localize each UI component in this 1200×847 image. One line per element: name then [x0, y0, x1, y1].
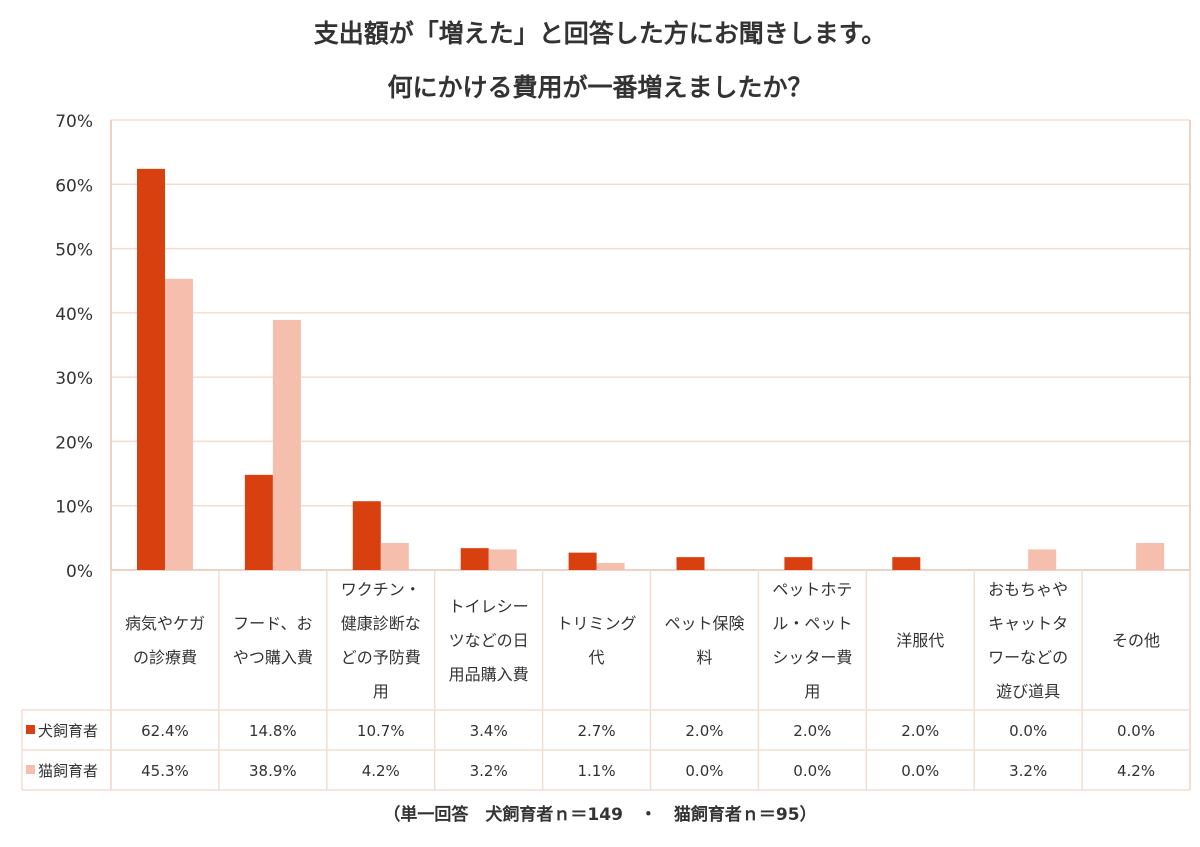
data-label: 3.2% — [470, 762, 508, 780]
bar-dog — [892, 557, 921, 570]
bar-cat — [272, 319, 301, 570]
category-label: おもちゃや — [988, 580, 1068, 599]
bar-dog — [568, 552, 597, 570]
data-label: 45.3% — [141, 762, 189, 780]
data-label: 0.0% — [793, 762, 831, 780]
category-label: 遊び道具 — [996, 682, 1060, 701]
data-label: 1.1% — [577, 762, 615, 780]
footnote: （単一回答 犬飼育者ｎ＝149 ・ 猫飼育者ｎ＝95） — [383, 805, 817, 825]
y-tick-label: 70% — [55, 112, 93, 132]
category-label: トリミング — [557, 614, 637, 633]
category-label: 健康診断な — [341, 614, 421, 633]
bar-dog — [244, 474, 273, 570]
legend-swatch-dog — [26, 725, 35, 734]
bar-cat — [380, 543, 409, 570]
data-label: 14.8% — [249, 722, 297, 740]
data-label: 3.2% — [1009, 762, 1047, 780]
bar-dog — [460, 548, 489, 570]
category-label: その他 — [1112, 631, 1160, 650]
category-label: 代 — [589, 648, 605, 667]
category-label: ワクチン・ — [341, 580, 421, 599]
category-label: ワーなどの — [988, 648, 1068, 667]
data-label: 4.2% — [1117, 762, 1155, 780]
category-label: 洋服代 — [896, 631, 944, 650]
category-label: ペットホテ — [772, 580, 852, 599]
legend-label: 犬飼育者 — [38, 722, 98, 740]
y-tick-label: 30% — [55, 369, 93, 389]
chart-title-line2: 何にかける費用が一番増えましたか？ — [387, 73, 813, 102]
category-label: フード、お — [233, 614, 312, 633]
data-label: 0.0% — [1009, 722, 1047, 740]
data-label: 3.4% — [470, 722, 508, 740]
category-label: ペット保険 — [664, 614, 744, 633]
category-label: 料 — [696, 648, 712, 667]
category-label: トイレシー — [449, 597, 529, 616]
category-label: 用 — [373, 682, 389, 701]
category-label: ツなどの日 — [449, 631, 529, 650]
bar-dog — [137, 168, 165, 570]
data-label: 10.7% — [357, 722, 405, 740]
data-label: 4.2% — [362, 762, 400, 780]
chart-title-line1: 支出額が「増えた」と回答した方にお聞きします。 — [313, 19, 887, 48]
data-label: 0.0% — [901, 762, 939, 780]
category-label: 病気やケガ — [125, 614, 205, 633]
data-label: 2.7% — [577, 722, 615, 740]
legend-label: 猫飼育者 — [38, 762, 98, 780]
category-label: ル・ペット — [772, 614, 852, 633]
bar-dog — [352, 501, 381, 570]
y-tick-label: 10% — [55, 498, 93, 518]
data-label: 2.0% — [793, 722, 831, 740]
bar-cat — [488, 549, 517, 570]
legend-swatch-cat — [26, 765, 35, 774]
category-label: 用 — [804, 682, 820, 701]
category-label: どの予防費 — [341, 648, 421, 667]
bar-cat — [1028, 549, 1057, 570]
bar-cat — [165, 278, 193, 570]
data-label: 62.4% — [141, 722, 189, 740]
y-tick-label: 20% — [55, 433, 93, 453]
y-tick-label: 60% — [55, 176, 93, 196]
bar-dog — [784, 557, 813, 570]
category-label: やつ購入費 — [233, 648, 313, 667]
data-label: 2.0% — [901, 722, 939, 740]
bar-dog — [676, 557, 705, 570]
y-tick-label: 0% — [66, 562, 93, 582]
y-tick-label: 50% — [55, 241, 93, 261]
category-label: キャットタ — [988, 614, 1068, 633]
data-label: 0.0% — [1117, 722, 1155, 740]
category-label: の診療費 — [133, 648, 197, 667]
data-label: 38.9% — [249, 762, 297, 780]
y-tick-label: 40% — [55, 305, 93, 325]
bar-cat — [596, 562, 625, 570]
data-label: 2.0% — [685, 722, 723, 740]
category-label: 用品購入費 — [449, 665, 529, 684]
category-label: シッター費 — [772, 648, 852, 667]
bar-cat — [1136, 543, 1165, 570]
data-label: 0.0% — [685, 762, 723, 780]
